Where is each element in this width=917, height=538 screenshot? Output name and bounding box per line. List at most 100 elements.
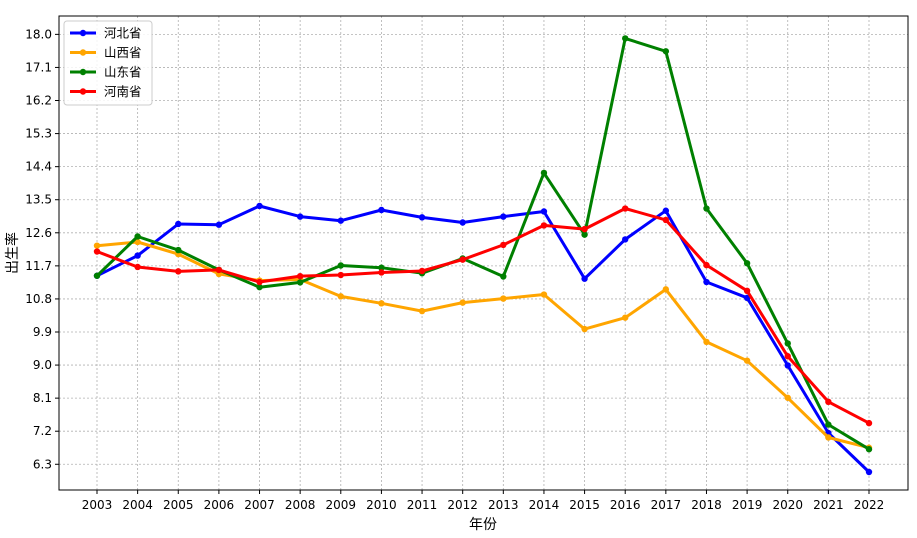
legend-label: 山东省 bbox=[104, 65, 142, 80]
data-point bbox=[743, 260, 751, 267]
x-tick-label: 2011 bbox=[407, 498, 438, 512]
data-point bbox=[500, 213, 507, 220]
x-tick-label: 2006 bbox=[204, 498, 235, 512]
data-point bbox=[378, 206, 385, 214]
data-point bbox=[784, 353, 791, 360]
series-1 bbox=[93, 202, 873, 476]
data-point bbox=[256, 278, 263, 286]
data-point bbox=[865, 419, 873, 427]
series-line bbox=[96, 204, 871, 474]
x-tick-label: 2008 bbox=[285, 498, 316, 512]
data-point bbox=[134, 238, 141, 246]
x-tick-label: 2015 bbox=[569, 498, 600, 512]
data-point bbox=[215, 221, 223, 228]
data-point bbox=[662, 207, 670, 214]
y-tick-label: 18.0 bbox=[25, 27, 52, 41]
data-point bbox=[459, 299, 466, 306]
data-point bbox=[459, 219, 466, 226]
data-point bbox=[540, 169, 548, 177]
data-point bbox=[500, 295, 507, 302]
data-point bbox=[540, 291, 548, 298]
data-point bbox=[134, 263, 141, 271]
data-point bbox=[540, 222, 548, 229]
legend-marker bbox=[79, 68, 87, 76]
y-tick-label: 9.9 bbox=[33, 325, 52, 339]
data-point bbox=[581, 275, 588, 282]
x-axis-label: 年份 bbox=[469, 517, 497, 533]
y-tick-label: 6.3 bbox=[33, 457, 52, 471]
series-layer bbox=[93, 35, 873, 476]
y-tick-label: 14.4 bbox=[25, 160, 52, 174]
series-4 bbox=[93, 205, 873, 427]
x-tick-label: 2016 bbox=[610, 498, 641, 512]
data-point bbox=[296, 213, 304, 220]
x-tick-label: 2012 bbox=[447, 498, 478, 512]
x-tick-label: 2018 bbox=[691, 498, 722, 512]
data-point bbox=[743, 287, 751, 295]
data-point bbox=[296, 279, 304, 286]
y-axis-label: 出生率 bbox=[4, 232, 21, 274]
series-line bbox=[96, 207, 870, 425]
y-tick-label: 10.8 bbox=[25, 292, 52, 306]
legend-label: 河北省 bbox=[104, 26, 142, 41]
data-point bbox=[662, 286, 670, 293]
y-tick-label: 15.3 bbox=[25, 127, 52, 141]
data-point bbox=[418, 267, 426, 275]
x-tick-label: 2010 bbox=[366, 498, 397, 512]
data-point bbox=[134, 233, 141, 240]
data-point bbox=[337, 293, 344, 300]
data-point bbox=[865, 446, 873, 453]
data-point bbox=[93, 242, 101, 249]
x-tick-label: 2003 bbox=[82, 498, 113, 512]
data-point bbox=[500, 241, 507, 249]
data-point bbox=[703, 278, 710, 286]
y-tick-label: 13.5 bbox=[25, 193, 52, 207]
data-point bbox=[622, 35, 629, 42]
data-point bbox=[378, 269, 385, 276]
data-point bbox=[622, 205, 629, 212]
legend-label: 河南省 bbox=[104, 84, 142, 99]
data-point bbox=[825, 434, 832, 441]
data-point bbox=[865, 468, 873, 476]
data-point bbox=[581, 225, 588, 233]
data-point bbox=[337, 262, 344, 269]
data-point bbox=[296, 272, 304, 280]
data-point bbox=[256, 202, 263, 210]
x-tick-label: 2004 bbox=[122, 498, 153, 512]
x-tick-label: 2009 bbox=[326, 498, 357, 512]
data-point bbox=[662, 216, 670, 224]
data-point bbox=[175, 246, 182, 254]
x-tick-label: 2013 bbox=[488, 498, 519, 512]
data-point bbox=[703, 261, 710, 269]
y-axis: 6.3 7.2 8.1 9.0 9.9 10.8 11.7 12.6 13.5 14.4 15.3 1… bbox=[25, 27, 59, 471]
x-tick-label: 2019 bbox=[732, 498, 763, 512]
data-point bbox=[175, 220, 182, 228]
y-tick-label: 16.2 bbox=[25, 94, 52, 108]
x-tick-label: 2014 bbox=[529, 498, 560, 512]
plot-area-frame bbox=[58, 15, 909, 491]
data-point bbox=[134, 252, 141, 259]
series-2 bbox=[93, 238, 873, 451]
data-point bbox=[337, 217, 344, 224]
legend-marker bbox=[79, 29, 87, 37]
data-point bbox=[743, 357, 751, 364]
data-point bbox=[825, 421, 832, 428]
data-point bbox=[622, 236, 629, 243]
data-point bbox=[581, 231, 588, 238]
data-point bbox=[540, 208, 548, 215]
x-tick-label: 2021 bbox=[813, 498, 844, 512]
data-point bbox=[175, 268, 182, 275]
data-point bbox=[337, 271, 344, 279]
data-point bbox=[418, 214, 426, 221]
data-point bbox=[93, 248, 101, 255]
legend-box bbox=[63, 20, 153, 106]
data-point bbox=[703, 338, 710, 346]
y-tick-label: 8.1 bbox=[33, 391, 52, 405]
x-tick-label: 2005 bbox=[163, 498, 194, 512]
data-point bbox=[784, 340, 791, 347]
data-point bbox=[459, 256, 466, 263]
y-tick-label: 7.2 bbox=[33, 424, 52, 438]
data-point bbox=[825, 398, 832, 406]
